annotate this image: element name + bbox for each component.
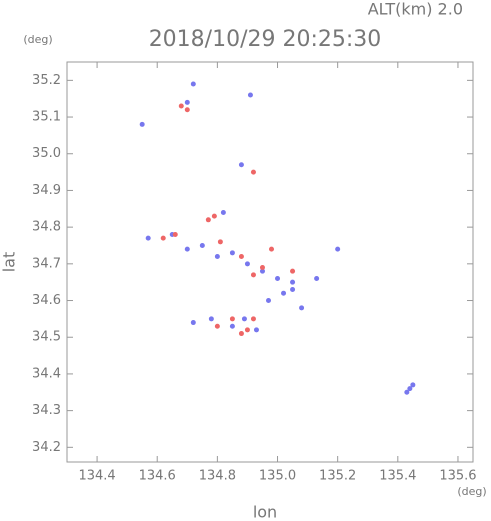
echo-point (253, 327, 259, 333)
echo-point (190, 81, 196, 87)
echo-point (259, 268, 265, 274)
echo-point (160, 235, 166, 241)
echo-point (184, 246, 190, 252)
echo-point (404, 389, 410, 395)
echo-point (244, 261, 250, 267)
y-tick-label: 35.2 (32, 73, 61, 88)
y-tick-label: 35.0 (32, 146, 61, 161)
echo-point (335, 246, 341, 252)
echo-point (217, 239, 223, 245)
echo-point (410, 382, 416, 388)
echo-point (407, 386, 413, 392)
echo-point (314, 276, 320, 282)
chart-subtitle: ALT(km) 2.0 (368, 0, 463, 19)
y-axis-label: lat (0, 252, 19, 273)
x-tick-label: 135.4 (379, 469, 416, 484)
echo-point (250, 169, 256, 175)
echo-point (275, 276, 281, 282)
echo-point (250, 272, 256, 278)
y-tick-label: 34.2 (32, 440, 61, 455)
echo-point (199, 242, 205, 248)
echo-point (290, 268, 296, 274)
y-tick-label: 34.6 (32, 293, 61, 308)
y-tick-label: 34.4 (32, 366, 61, 381)
x-tick-label: 134.4 (78, 469, 115, 484)
y-tick-label: 34.7 (32, 256, 61, 271)
echo-point (208, 316, 214, 322)
x-tick-label: 134.8 (199, 469, 236, 484)
x-tick-label: 135.6 (439, 469, 476, 484)
y-tick-label: 34.3 (32, 403, 61, 418)
y-tick-label: 34.8 (32, 220, 61, 235)
echo-point (241, 316, 247, 322)
echo-point (139, 121, 145, 127)
echo-point (259, 265, 265, 271)
echo-point (238, 331, 244, 337)
echo-point (214, 323, 220, 329)
echo-point (238, 253, 244, 259)
echo-point (184, 99, 190, 105)
echo-point (205, 217, 211, 223)
echo-point (229, 250, 235, 256)
echo-point (269, 246, 275, 252)
x-unit: (deg) (457, 485, 486, 498)
echo-point (265, 298, 271, 304)
echo-point (299, 305, 305, 311)
chart-title: 2018/10/29 20:25:30 (149, 27, 382, 52)
echo-point (178, 103, 184, 109)
echo-point (184, 107, 190, 113)
echo-point (214, 253, 220, 259)
echo-point (211, 213, 217, 219)
plot-frame (66, 61, 474, 463)
echo-point (190, 320, 196, 326)
y-unit: (deg) (23, 33, 52, 46)
y-tick-label: 35.1 (32, 110, 61, 125)
x-tick-label: 135.0 (259, 469, 296, 484)
y-tick-label: 34.9 (32, 183, 61, 198)
echo-point (145, 235, 151, 241)
x-tick-label: 134.6 (139, 469, 176, 484)
echo-point (290, 287, 296, 293)
echo-point (250, 316, 256, 322)
echo-point (172, 231, 178, 237)
echo-point (220, 209, 226, 215)
echo-point (290, 279, 296, 285)
x-tick-label: 135.2 (319, 469, 356, 484)
y-tick-label: 34.5 (32, 330, 61, 345)
echo-point (238, 162, 244, 168)
x-axis-label: lon (253, 503, 277, 521)
echo-point (229, 323, 235, 329)
echo-point (229, 316, 235, 322)
echo-point (281, 290, 287, 296)
echo-point (247, 92, 253, 98)
echo-point (244, 327, 250, 333)
